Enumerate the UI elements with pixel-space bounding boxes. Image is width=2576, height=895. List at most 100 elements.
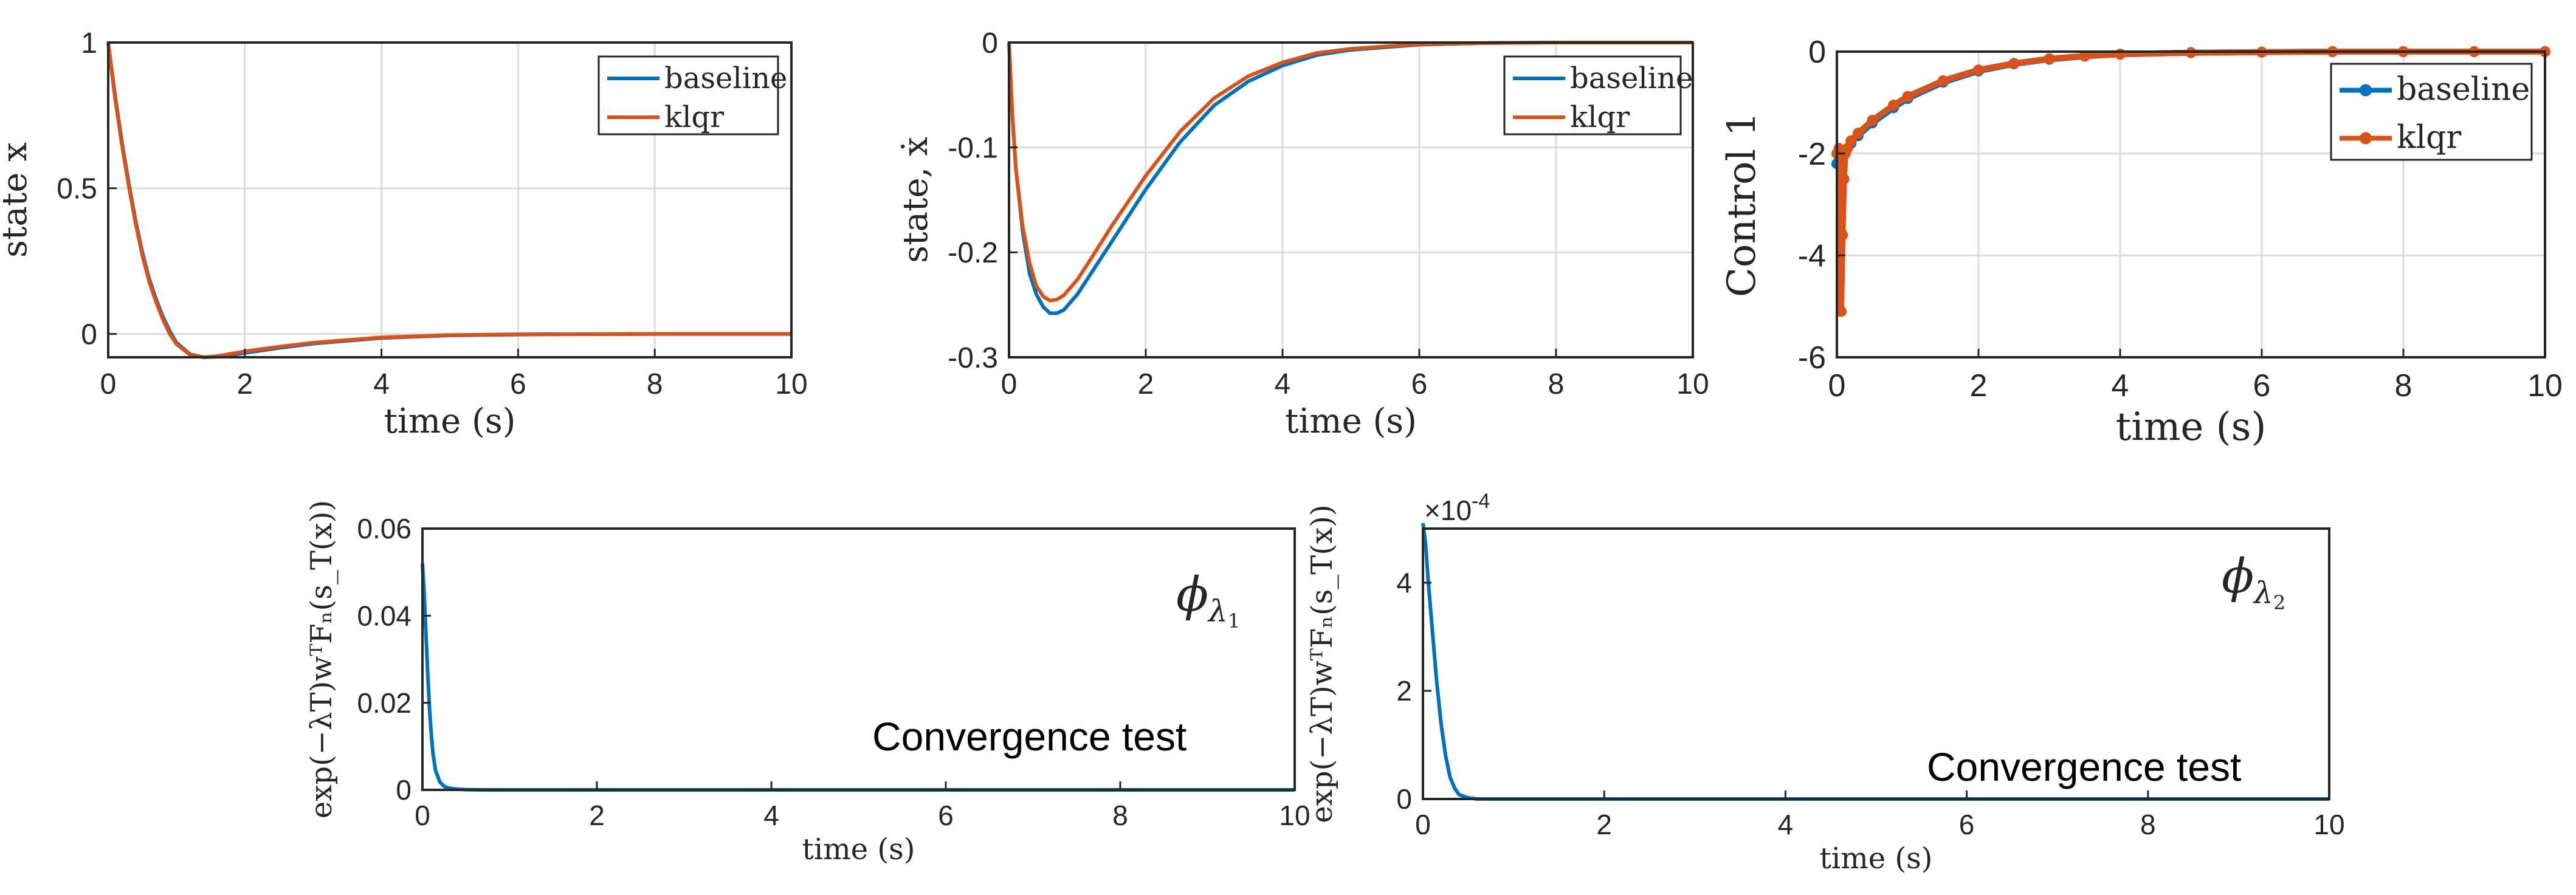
x-tick-label: 2 xyxy=(1596,809,1612,840)
x-tick-label: 8 xyxy=(2395,368,2412,403)
axes-box xyxy=(107,41,793,358)
y-tick-label: 0 xyxy=(81,318,97,351)
x-tick-label: 6 xyxy=(2253,368,2271,403)
y-tick-label: -4 xyxy=(1798,239,1826,274)
x-tick-label: 4 xyxy=(1275,368,1291,400)
y-tick-label: 0.06 xyxy=(357,513,412,544)
x-tick-label: 8 xyxy=(2140,809,2156,840)
legend-entry: baseline xyxy=(2397,72,2530,108)
chart-3: 0 2 4 6 8 10 -6 -4 -2 0 time (s) Control 1 baseline k… xyxy=(1720,35,2563,450)
x-tick-label: 4 xyxy=(2112,368,2129,403)
legend-marker xyxy=(2360,132,2372,145)
x-tick-label: 0 xyxy=(1001,368,1018,400)
x-tick-label: 0 xyxy=(1415,809,1431,840)
x-tick-label: 2 xyxy=(236,368,253,400)
data-point xyxy=(2008,58,2020,69)
axes-box xyxy=(421,527,1296,791)
data-point xyxy=(1902,91,1913,102)
x-tick-label: 10 xyxy=(1676,368,1709,400)
y-tick-label: 0 xyxy=(396,774,412,806)
x-tick-label: 8 xyxy=(647,368,663,400)
x-tick-label: 10 xyxy=(2313,809,2344,840)
x-tick-label: 10 xyxy=(775,368,807,400)
axes-box xyxy=(1836,50,2546,358)
phi-symbol: ϕλ1 xyxy=(1176,568,1240,633)
axes-box xyxy=(1008,41,1694,358)
x-tick-label: 6 xyxy=(938,800,954,831)
y-tick-label: 0 xyxy=(1396,783,1412,815)
x-tick-label: 6 xyxy=(1959,809,1975,840)
y-tick-label: 0.02 xyxy=(357,687,412,719)
legend-box xyxy=(1503,55,1682,135)
chart-1: 0 2 4 6 8 10 0 0.5 1 time (s) state x baseline klqr xyxy=(0,27,808,441)
x-tick-label: 4 xyxy=(1778,809,1794,840)
y-tick-label: 0.5 xyxy=(57,173,97,205)
data-point xyxy=(1838,173,1850,185)
data-point xyxy=(1845,135,1857,146)
x-tick-label: 2 xyxy=(1138,368,1154,400)
x-tick-label: 0 xyxy=(1828,368,1846,403)
y-axis-label: Control 1 xyxy=(1720,112,1765,297)
x-tick-label: 8 xyxy=(1548,368,1565,400)
legend-marker xyxy=(2360,84,2372,97)
x-tick-label: 10 xyxy=(1279,800,1310,831)
y-tick-label: 2 xyxy=(1396,675,1412,707)
data-point xyxy=(1852,128,1864,139)
legend-entry: baseline xyxy=(1570,61,1693,95)
y-tick-label: -2 xyxy=(1798,137,1826,172)
x-tick-label: 8 xyxy=(1112,800,1128,831)
axes-box xyxy=(1422,527,2330,800)
legend-entry: klqr xyxy=(1570,100,1630,134)
data-point xyxy=(2115,49,2126,60)
y-tick-label: -0.2 xyxy=(948,237,998,269)
data-point xyxy=(1888,100,1899,111)
x-tick-label: 0 xyxy=(100,368,117,400)
y-axis-label: state x xyxy=(0,142,35,258)
y-axis-label: state, ẋ xyxy=(896,137,935,262)
y-tick-label: 1 xyxy=(81,27,97,60)
data-point xyxy=(1867,115,1878,126)
y-tick-label: -6 xyxy=(1798,340,1826,375)
x-axis-label: time (s) xyxy=(1820,842,1933,876)
convergence-test-label: Convergence test xyxy=(872,714,1186,759)
data-point xyxy=(2044,53,2055,64)
y-tick-label: 0 xyxy=(982,27,998,60)
x-tick-label: 4 xyxy=(763,800,779,831)
phi-symbol: ϕλ2 xyxy=(2222,549,2285,614)
data-point xyxy=(2079,50,2090,62)
data-point xyxy=(1937,75,1949,86)
y-tick-label: 0 xyxy=(1808,35,1826,70)
legend-entry: klqr xyxy=(2397,120,2461,156)
y-tick-label: -0.3 xyxy=(948,342,998,374)
legend-entry: baseline xyxy=(664,61,787,95)
data-point xyxy=(1973,64,1984,76)
x-tick-label: 6 xyxy=(510,368,526,400)
legend: baseline klqr xyxy=(598,55,787,135)
series-line-klqr xyxy=(106,42,791,359)
y-axis-label: exp(−λT)wᵀFₙ(s_T(x)) xyxy=(305,500,339,818)
y-axis-label: exp(−λT)wᵀFₙ(s_T(x)) xyxy=(1305,504,1339,823)
x-axis-label: time (s) xyxy=(384,402,516,441)
x-tick-label: 10 xyxy=(2527,368,2563,403)
x-tick-label: 6 xyxy=(1411,368,1428,400)
x-tick-label: 2 xyxy=(589,800,605,831)
x-axis-label: time (s) xyxy=(2116,405,2267,450)
y-tick-label: -0.1 xyxy=(948,132,998,164)
chart-4: 0 2 4 6 8 10 0 0.02 0.04 0.06 time (s) exp(−λT)wᵀFₙ… xyxy=(305,500,1310,866)
legend-entry: klqr xyxy=(664,100,724,134)
y-tick-label: 4 xyxy=(1396,567,1412,598)
chart-5: 0 2 4 6 8 10 0 2 4 ×10-4 time (s) exp(−λT)wᵀFₙ(s_T(… xyxy=(1305,490,2345,876)
x-axis-label: time (s) xyxy=(802,832,915,866)
legend: baseline klqr xyxy=(1503,55,1693,135)
legend: baseline klqr xyxy=(2330,63,2533,161)
y-tick-label: 0.04 xyxy=(357,600,412,631)
data-point xyxy=(1837,229,1848,241)
x-axis-label: time (s) xyxy=(1285,402,1417,441)
x-tick-label: 2 xyxy=(1970,368,1988,403)
data-point xyxy=(1835,306,1847,317)
legend-box xyxy=(598,55,779,135)
y-scale-label: ×10-4 xyxy=(1424,490,1490,526)
convergence-test-label: Convergence test xyxy=(1927,744,2241,789)
x-tick-label: 0 xyxy=(415,800,430,831)
